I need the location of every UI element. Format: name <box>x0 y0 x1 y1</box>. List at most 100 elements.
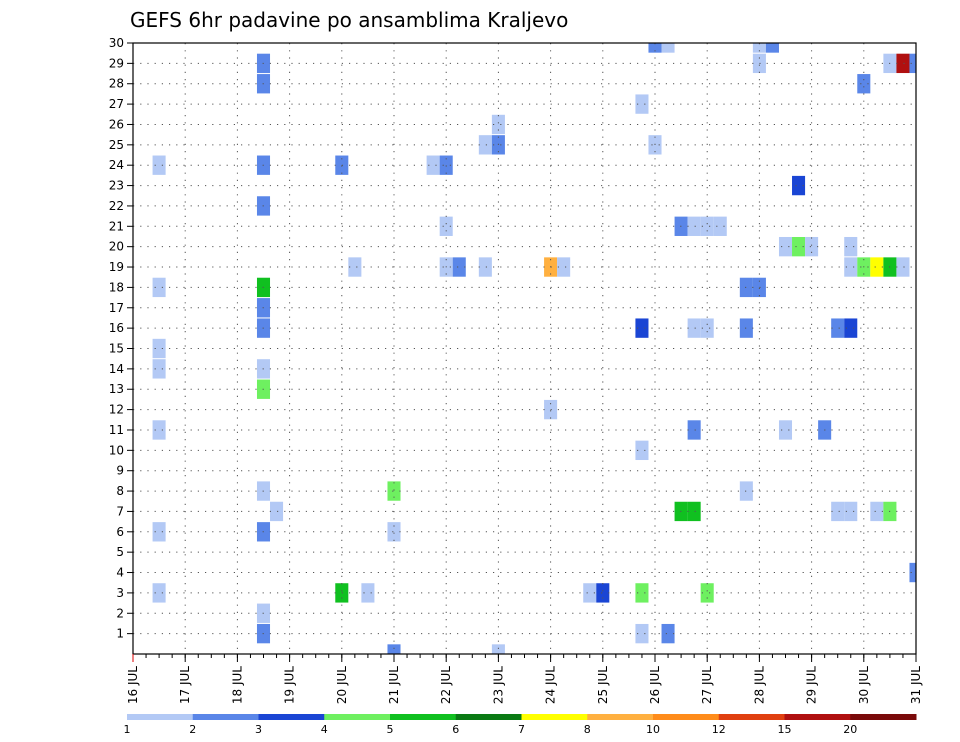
y-tick-label: 27 <box>109 97 124 111</box>
colorbar-label: 1 <box>124 723 131 736</box>
x-tick-label: 27 JUL <box>700 666 714 704</box>
heatmap-cell <box>426 155 440 175</box>
x-tick-label: 30 JUL <box>857 666 871 704</box>
y-tick-label: 15 <box>109 342 124 356</box>
colorbar-label: 5 <box>387 723 394 736</box>
heatmap-cell <box>700 583 714 603</box>
heatmap-cell <box>687 318 701 338</box>
heatmap-cell <box>648 43 662 53</box>
heatmap-cell <box>596 583 610 603</box>
colorbar-swatch <box>784 714 851 720</box>
heatmap-cell <box>700 216 714 236</box>
y-tick-label: 28 <box>109 77 124 91</box>
y-tick-label: 1 <box>116 627 124 641</box>
chart-title: GEFS 6hr padavine po ansamblima Kraljevo <box>130 8 568 32</box>
y-tick-label: 4 <box>116 566 124 580</box>
heatmap-cell <box>557 257 571 277</box>
colorbar-label: 15 <box>778 723 792 736</box>
heatmap-cell <box>387 481 401 501</box>
heatmap-cell <box>831 501 845 522</box>
colorbar-label: 4 <box>321 723 328 736</box>
y-tick-label: 20 <box>109 240 124 254</box>
heatmap-cell <box>870 257 884 277</box>
heatmap-cell <box>439 216 453 236</box>
heatmap-cell <box>687 420 701 440</box>
heatmap-cell <box>583 583 597 603</box>
colorbar-swatch <box>258 714 325 720</box>
y-tick-label: 6 <box>116 525 124 539</box>
heatmap-cell <box>635 94 649 114</box>
plot-frame <box>132 42 917 655</box>
heatmap-cell <box>270 501 284 522</box>
heatmap-cell <box>739 277 753 298</box>
heatmap-cell <box>752 43 766 53</box>
x-axis: 16 JUL 17 JUL 18 JUL 19 JUL 20 JUL 21 JUL 22 J… <box>126 654 923 704</box>
colorbar-swatch <box>455 714 522 720</box>
heatmap-cell <box>152 277 166 298</box>
y-tick-label: 21 <box>109 219 124 233</box>
heatmap-cell <box>831 318 845 338</box>
y-tick-label: 11 <box>109 423 124 437</box>
heatmap-cell <box>687 216 701 236</box>
y-tick-label: 24 <box>109 158 124 172</box>
heatmap-cell <box>439 155 453 175</box>
x-tick-label: 24 JUL <box>544 666 558 704</box>
y-tick-label: 13 <box>109 382 124 396</box>
heatmap-cell <box>687 501 701 522</box>
heatmap-cell <box>152 420 166 440</box>
heatmap-cell <box>152 155 166 175</box>
colorbar-swatch <box>653 714 720 720</box>
heatmap-cell <box>778 236 793 257</box>
heatmap-cell <box>491 644 505 654</box>
y-tick-label: 25 <box>109 138 124 152</box>
cells-layer <box>152 43 916 654</box>
heatmap-cell <box>152 583 166 603</box>
heatmap-cell <box>857 74 871 94</box>
y-tick-label: 29 <box>109 56 124 70</box>
y-tick-label: 17 <box>109 301 124 315</box>
x-tick-label: 29 JUL <box>805 666 819 704</box>
y-tick-label: 9 <box>116 464 124 478</box>
colorbar-label: 12 <box>712 723 726 736</box>
y-tick-label: 10 <box>109 443 124 457</box>
heatmap-cell <box>635 318 649 338</box>
y-tick-label: 26 <box>109 117 124 131</box>
heatmap-cell <box>896 53 910 74</box>
heatmap-cell <box>152 522 166 542</box>
heatmap-cell <box>361 583 375 603</box>
y-tick-label: 23 <box>109 179 124 193</box>
heatmap-cell <box>478 135 492 155</box>
y-tick-label: 7 <box>116 504 124 518</box>
y-axis: 1234567891011121314151617181920212223242… <box>109 36 133 641</box>
colorbar-swatch <box>587 714 654 720</box>
x-tick-label: 20 JUL <box>335 666 349 704</box>
y-tick-label: 19 <box>109 260 124 274</box>
colorbar-swatch <box>390 714 457 720</box>
y-tick-label: 14 <box>109 362 124 376</box>
heatmap-cell <box>661 623 675 644</box>
heatmap-cell <box>739 481 753 501</box>
colorbar-label: 7 <box>518 723 525 736</box>
colorbar-label: 10 <box>646 723 660 736</box>
heatmap-cell <box>387 644 401 654</box>
x-tick-label: 25 JUL <box>596 666 610 704</box>
grid-layer <box>133 42 916 654</box>
heatmap-cell <box>792 175 806 196</box>
colorbar-legend: 1 2 3 4 5 6 7 8 10 12 15 20 <box>124 714 917 736</box>
heatmap-cell <box>152 359 166 379</box>
y-tick-label: 30 <box>109 36 124 50</box>
x-tick-label: 22 JUL <box>439 666 453 704</box>
heatmap-cell <box>635 623 649 644</box>
heatmap-cell <box>348 257 362 277</box>
heatmap-cell <box>635 440 649 461</box>
y-tick-label: 22 <box>109 199 124 213</box>
heatmap-cell <box>792 236 806 257</box>
heatmap-cell <box>844 318 858 338</box>
heatmap-cell <box>909 562 916 583</box>
heatmap-cell <box>739 318 753 338</box>
x-tick-label: 16 JUL <box>126 666 140 704</box>
colorbar-label: 8 <box>584 723 591 736</box>
y-tick-label: 8 <box>116 484 124 498</box>
colorbar-label: 20 <box>843 723 857 736</box>
